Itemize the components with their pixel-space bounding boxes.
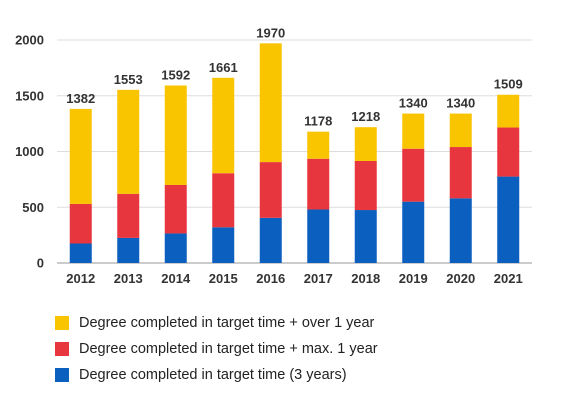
bar-segment bbox=[69, 243, 92, 263]
legend-swatch bbox=[55, 342, 69, 356]
bar-segment bbox=[307, 131, 330, 159]
y-tick-label: 0 bbox=[37, 256, 44, 271]
x-axis-ticks: 2012 2013 2014 2015 2016 2017 2018 2019 2020 2021 bbox=[66, 271, 522, 286]
bar-segment bbox=[259, 43, 282, 163]
bar-segment bbox=[117, 237, 140, 263]
legend-label: Degree completed in target time + max. 1… bbox=[79, 341, 378, 357]
bar-total-label: 1340 bbox=[446, 96, 475, 111]
bar-segment bbox=[212, 173, 235, 228]
bar-segment bbox=[449, 198, 472, 263]
bar-segment bbox=[497, 176, 520, 263]
legend-label: Degree completed in target time + over 1… bbox=[79, 315, 375, 331]
y-tick-label: 1000 bbox=[15, 144, 44, 159]
bar-total-label: 1178 bbox=[304, 114, 332, 129]
legend-label: Degree completed in target time (3 years… bbox=[79, 367, 347, 383]
x-tick-label: 2014 bbox=[161, 271, 191, 286]
bar-segment bbox=[354, 127, 377, 161]
bar-total-label: 1553 bbox=[114, 72, 143, 87]
bar-segment bbox=[402, 113, 425, 149]
bar-total-label: 1382 bbox=[66, 91, 95, 106]
legend-swatch bbox=[55, 368, 69, 382]
legend-item-over-1-year: Degree completed in target time + over 1… bbox=[55, 310, 378, 336]
y-tick-label: 500 bbox=[22, 200, 44, 215]
x-tick-label: 2017 bbox=[304, 271, 333, 286]
bar-segment bbox=[164, 233, 187, 263]
x-tick-label: 2020 bbox=[446, 271, 475, 286]
y-tick-label: 1500 bbox=[15, 88, 44, 103]
x-tick-label: 2018 bbox=[351, 271, 380, 286]
bar-segment bbox=[69, 203, 92, 244]
x-tick-label: 2021 bbox=[494, 271, 523, 286]
bars bbox=[69, 43, 520, 263]
bar-segment bbox=[117, 89, 140, 194]
x-tick-label: 2016 bbox=[256, 271, 285, 286]
bar-total-label: 1661 bbox=[209, 60, 238, 75]
x-tick-label: 2012 bbox=[66, 271, 95, 286]
bar-total-label: 1218 bbox=[351, 109, 380, 124]
bar-segment bbox=[497, 127, 520, 177]
total-labels: 1382 1553 1592 1661 1970 1178 1218 1340 1340 1509 bbox=[66, 25, 522, 128]
x-tick-label: 2019 bbox=[399, 271, 428, 286]
bar-segment bbox=[497, 94, 520, 128]
bar-total-label: 1340 bbox=[399, 96, 428, 111]
y-tick-label: 2000 bbox=[15, 33, 44, 48]
bar-segment bbox=[354, 210, 377, 263]
legend-item-target-time: Degree completed in target time (3 years… bbox=[55, 362, 378, 388]
bar-segment bbox=[212, 77, 235, 174]
bar-segment bbox=[164, 85, 187, 185]
legend-swatch bbox=[55, 316, 69, 330]
bar-segment bbox=[402, 148, 425, 202]
bar-segment bbox=[307, 158, 330, 210]
bar-total-label: 1509 bbox=[494, 77, 523, 92]
x-tick-label: 2015 bbox=[209, 271, 238, 286]
bar-segment bbox=[69, 108, 92, 204]
x-tick-label: 2013 bbox=[114, 271, 143, 286]
bar-segment bbox=[164, 184, 187, 234]
bar-total-label: 1970 bbox=[256, 25, 285, 40]
bar-segment bbox=[449, 113, 472, 148]
bar-segment bbox=[259, 217, 282, 263]
bar-segment bbox=[402, 201, 425, 263]
bar-segment bbox=[259, 162, 282, 218]
bar-segment bbox=[449, 147, 472, 199]
stacked-bar-chart: 0 500 1000 1500 2000 1382 1553 1592 1661 1970 117… bbox=[15, 25, 532, 286]
legend-item-max-1-year: Degree completed in target time + max. 1… bbox=[55, 336, 378, 362]
bar-segment bbox=[307, 209, 330, 263]
legend: Degree completed in target time + over 1… bbox=[55, 310, 378, 388]
bar-segment bbox=[117, 193, 140, 238]
y-axis-ticks: 0 500 1000 1500 2000 bbox=[15, 33, 44, 271]
bar-segment bbox=[212, 227, 235, 263]
bar-total-label: 1592 bbox=[161, 67, 190, 82]
bar-segment bbox=[354, 160, 377, 211]
